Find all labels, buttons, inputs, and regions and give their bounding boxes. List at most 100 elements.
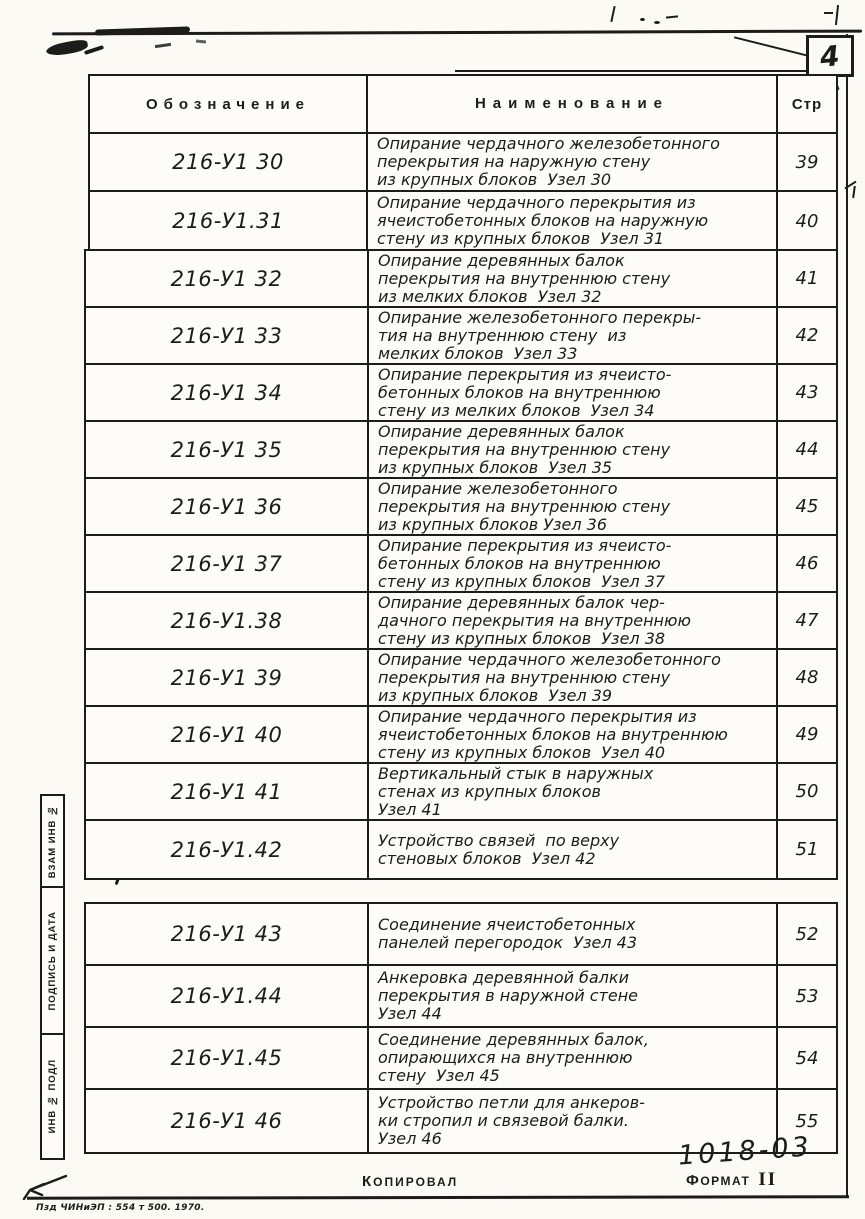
stamp-sidebar: ВЗАМ ИНВ № ПОДПИСЬ И ДАТА ИНВ № ПОДЛ xyxy=(40,794,65,1160)
row-designation: 216-У1.42 xyxy=(86,821,369,878)
row-page-number: 53 xyxy=(795,985,819,1007)
ink-smudge xyxy=(45,38,89,58)
row-designation: 216-У1 32 xyxy=(86,251,369,306)
title-band-diagonal xyxy=(733,36,813,58)
row-name: Опирание перекрытия из ячеисто- бетонных… xyxy=(369,365,778,420)
row-page-number: 44 xyxy=(795,439,819,460)
row-page-number: 47 xyxy=(795,610,819,631)
format-label: Формат xyxy=(686,1172,751,1189)
table-row: 216-У1 34 Опирание перекрытия из ячеисто… xyxy=(86,365,836,422)
table-row: 216-У1 37 Опирание перекрытия из ячеисто… xyxy=(86,536,836,593)
pen-mark xyxy=(654,21,660,24)
row-name: Опирание чердачного перекрытия из ячеист… xyxy=(368,192,778,250)
table-header-row: Обозначение Наименование Стр xyxy=(90,76,836,134)
row-name: Вертикальный стык в наружных стенах из к… xyxy=(369,764,778,819)
row-designation: 216-У1 34 xyxy=(86,365,369,420)
table-row: 216-У1 43 Соединение ячеистобетонных пан… xyxy=(86,904,836,966)
row-page-number: 52 xyxy=(795,923,819,945)
row-page-number: 49 xyxy=(795,724,819,745)
row-page-number: 41 xyxy=(795,268,819,289)
table-row: 216-У1.45 Соединение деревянных балок, о… xyxy=(86,1028,836,1090)
row-name: Анкеровка деревянной балки перекрытия в … xyxy=(369,966,778,1026)
row-designation: 216-У1.31 xyxy=(90,192,368,250)
row-name: Опирание деревянных балок перекрытия на … xyxy=(369,251,778,306)
row-designation: 216-У1.45 xyxy=(86,1028,369,1088)
column-header-name: Наименование xyxy=(368,76,778,132)
row-name: Опирание чердачного железобетонного пере… xyxy=(368,134,778,190)
table-row: 216-У1 41 Вертикальный стык в наружных с… xyxy=(86,764,836,821)
row-designation: 216-У1.38 xyxy=(86,593,369,648)
row-page-number: 46 xyxy=(795,553,819,574)
row-page-number: 55 xyxy=(795,1110,819,1132)
row-designation: 216-У1 33 xyxy=(86,308,369,363)
row-designation: 216-У1 37 xyxy=(86,536,369,591)
row-name: Устройство связей по верху стеновых блок… xyxy=(369,821,778,878)
table-row: 216-У1.31 Опирание чердачного перекрытия… xyxy=(90,192,836,250)
pen-mark xyxy=(834,4,840,26)
table-row: 216-У1 39 Опирание чердачного железобето… xyxy=(86,650,836,707)
row-name: Устройство петли для анкеров- ки стропил… xyxy=(369,1090,778,1152)
format-value: II xyxy=(758,1169,778,1190)
title-band-line xyxy=(455,70,807,72)
format-field: Формат II xyxy=(686,1169,777,1191)
row-page-number: 39 xyxy=(795,151,819,173)
pen-mark xyxy=(665,15,679,19)
copied-by-label: Копировал xyxy=(362,1173,459,1190)
pen-mark xyxy=(852,185,856,199)
row-page-number: 54 xyxy=(795,1047,819,1069)
table-row: 216-У1 30 Опирание чердачного железобето… xyxy=(90,134,836,192)
row-page-number: 51 xyxy=(795,839,819,860)
table-row: 216-У1 32 Опирание деревянных балок пере… xyxy=(86,251,836,308)
ink-smudge xyxy=(154,42,172,49)
row-name: Опирание железобетонного перекры- тия на… xyxy=(369,308,778,363)
stamp-label: ИНВ № ПОДЛ xyxy=(47,1059,58,1134)
table-row: 216-У1 46 Устройство петли для анкеров- … xyxy=(86,1090,836,1152)
row-designation: 216-У1 36 xyxy=(86,479,369,534)
frame-right-line xyxy=(846,34,848,1197)
row-designation: 216-У1 40 xyxy=(86,707,369,762)
table-row: 216-У1.42 Устройство связей по верху сте… xyxy=(86,821,836,878)
column-header-designation: Обозначение xyxy=(90,76,368,132)
row-name: Опирание чердачного железобетонного пере… xyxy=(369,650,778,705)
contents-table-bottom-block: 216-У1 43 Соединение ячеистобетонных пан… xyxy=(84,902,838,1154)
row-page-number: 45 xyxy=(795,496,819,517)
row-designation: 216-У1 41 xyxy=(86,764,369,819)
table-row: 216-У1 33 Опирание железобетонного перек… xyxy=(86,308,836,365)
row-designation: 216-У1 30 xyxy=(90,134,368,190)
table-row: 216-У1 40 Опирание чердачного перекрытия… xyxy=(86,707,836,764)
row-name: Соединение деревянных балок, опирающихся… xyxy=(369,1028,778,1088)
row-name: Опирание перекрытия из ячеисто- бетонных… xyxy=(369,536,778,591)
table-row: 216-У1 35 Опирание деревянных балок пере… xyxy=(86,422,836,479)
contents-table-top-block: Обозначение Наименование Стр 216-У1 30 О… xyxy=(88,74,838,252)
sheet-number: 4 xyxy=(818,38,842,74)
row-designation: 216-У1 35 xyxy=(86,422,369,477)
print-shop-note: Пзд ЧИНиЭП : 554 т 500. 1970. xyxy=(36,1203,205,1213)
sheet-number-box: 4 xyxy=(806,35,854,77)
pen-mark xyxy=(640,18,645,21)
frame-bottom-line xyxy=(26,1195,850,1200)
row-page-number: 42 xyxy=(795,325,819,346)
stamp-cell-vzam-inv: ВЗАМ ИНВ № xyxy=(42,796,63,888)
stamp-cell-inv-podl: ИНВ № ПОДЛ xyxy=(42,1035,63,1158)
arrow-mark-icon xyxy=(22,1174,68,1200)
table-row: 216-У1 36 Опирание железобетонного перек… xyxy=(86,479,836,536)
row-name: Опирание чердачного перекрытия из ячеист… xyxy=(369,707,778,762)
pen-mark xyxy=(824,12,833,14)
row-designation: 216-У1 46 xyxy=(86,1090,369,1152)
stamp-label: ПОДПИСЬ И ДАТА xyxy=(47,910,58,1011)
row-designation: 216-У1.44 xyxy=(86,966,369,1026)
row-page-number: 40 xyxy=(795,210,819,232)
stamp-label: ВЗАМ ИНВ № xyxy=(47,803,58,879)
row-page-number: 50 xyxy=(795,781,819,802)
stamp-cell-podpis-data: ПОДПИСЬ И ДАТА xyxy=(42,888,63,1035)
row-designation: 216-У1 43 xyxy=(86,904,369,964)
column-header-page: Стр xyxy=(791,95,823,113)
table-row: 216-У1.44 Анкеровка деревянной балки пер… xyxy=(86,966,836,1028)
pen-mark xyxy=(610,5,616,23)
row-name: Опирание деревянных балок перекрытия на … xyxy=(369,422,778,477)
row-name: Опирание железобетонного перекрытия на в… xyxy=(369,479,778,534)
row-designation: 216-У1 39 xyxy=(86,650,369,705)
row-page-number: 43 xyxy=(795,382,819,403)
table-row: 216-У1.38 Опирание деревянных балок чер-… xyxy=(86,593,836,650)
